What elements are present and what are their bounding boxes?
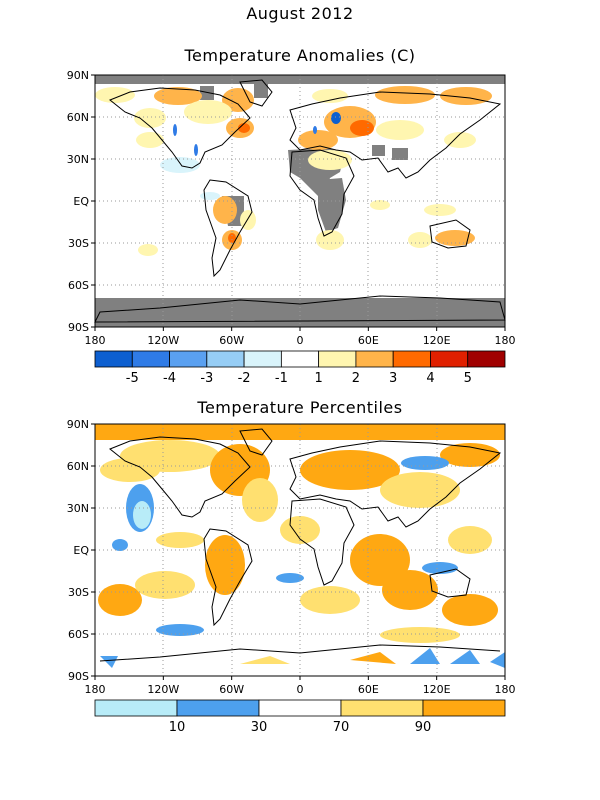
- anomaly-lon-label: 60W: [219, 334, 244, 347]
- anomaly_colorbar-label: 4: [426, 371, 434, 386]
- anomaly_colorbar-label: -2: [238, 371, 251, 386]
- anomaly-lat-label: 90N: [67, 69, 89, 82]
- anomaly-lon-label: 120W: [147, 334, 179, 347]
- anomaly_colorbar-swatch: [467, 350, 506, 368]
- anomaly_colorbar-swatch: [355, 350, 394, 368]
- percentile-lat-label: 90S: [68, 670, 89, 683]
- anomaly_colorbar-swatch: [206, 350, 245, 368]
- anomaly-lat-label: 60S: [68, 279, 89, 292]
- missing-asia-2: [392, 148, 408, 160]
- anomaly-lon-label: 180: [85, 334, 106, 347]
- percentile-lat-label: 60S: [68, 628, 89, 641]
- anomaly_colorbar-label: -5: [126, 371, 139, 386]
- anomaly_colorbar-label: -1: [275, 371, 288, 386]
- percentile_colorbar-label: 90: [415, 720, 432, 735]
- anomaly-lat-label: EQ: [73, 195, 89, 208]
- anomaly_colorbar-swatch: [280, 350, 320, 368]
- title-anomalies: Temperature Anomalies (C): [184, 46, 416, 65]
- percentile_colorbar-label: 30: [251, 720, 268, 735]
- anomaly-gridlines: [95, 75, 505, 327]
- anomaly_colorbar-swatch: [169, 350, 208, 368]
- anomaly-colorbar: -5 -4 -3 -2 -1 1 2 3 4 5: [94, 350, 506, 386]
- percentile-lon-label: 0: [297, 683, 304, 696]
- percentile-lat-label: 90N: [67, 418, 89, 431]
- anomaly-lat-label: 60N: [67, 111, 89, 124]
- percentile-coastlines: [99, 428, 502, 662]
- percentile-lon-label: 60E: [358, 683, 379, 696]
- anomaly_colorbar-swatch: [131, 350, 170, 368]
- title-month: August 2012: [246, 4, 354, 23]
- anomaly_colorbar-label: -4: [163, 371, 176, 386]
- title-percentiles: Temperature Percentiles: [197, 398, 403, 417]
- anomaly_colorbar-swatch: [94, 350, 133, 368]
- percentile-gridlines: [95, 424, 505, 676]
- anomaly_colorbar-swatch: [318, 350, 357, 368]
- anomaly-lat-label: 90S: [68, 321, 89, 334]
- anomaly_colorbar-swatch: [430, 350, 469, 368]
- percentile-colorbar: 10 30 70 90: [94, 699, 506, 735]
- anomaly_colorbar-label: -3: [200, 371, 213, 386]
- missing-greenland: [254, 84, 268, 98]
- anomaly_colorbar-swatch: [243, 350, 282, 368]
- percentile_colorbar-label: 10: [169, 720, 186, 735]
- percentile-lat-label: 30N: [67, 502, 89, 515]
- percentile_colorbar-swatch: [340, 699, 424, 717]
- anomaly_colorbar-label: 2: [352, 371, 360, 386]
- anomaly-lon-label: 180: [495, 334, 516, 347]
- missing-arctic-canada: [200, 86, 214, 100]
- percentile-lon-label: 180: [495, 683, 516, 696]
- anomaly_colorbar-label: 1: [314, 371, 322, 386]
- anomaly-lon-label: 0: [297, 334, 304, 347]
- percentile_colorbar-swatch: [94, 699, 178, 717]
- percentile-lon-label: 120E: [423, 683, 451, 696]
- percentile-lat-label: 30S: [68, 586, 89, 599]
- anomaly-lat-label: 30S: [68, 237, 89, 250]
- anomaly_colorbar-label: 5: [464, 371, 472, 386]
- missing-antarctic: [95, 298, 505, 327]
- percentile-lon-label: 120W: [147, 683, 179, 696]
- anomaly-lon-label: 60E: [358, 334, 379, 347]
- anomaly_colorbar-swatch: [392, 350, 431, 368]
- percentile_colorbar-swatch: [258, 699, 342, 717]
- anomaly-map: 180 120W 60W 0 60E 120E 180 90N 60N 30N EQ 30S 60S 90…: [67, 69, 516, 347]
- anomaly-lon-label: 120E: [423, 334, 451, 347]
- percentile-lat-label: EQ: [73, 544, 89, 557]
- percentile-lat-label: 60N: [67, 460, 89, 473]
- percentile_colorbar-label: 70: [333, 720, 350, 735]
- percentile_colorbar-swatch: [176, 699, 260, 717]
- percentile-lon-label: 60W: [219, 683, 244, 696]
- percentile_colorbar-swatch: [422, 699, 506, 717]
- percentile-map: 180 120W 60W 0 60E 120E 180 90N 60N 30N EQ 30S 60S 90…: [67, 418, 516, 696]
- anomaly_colorbar-label: 3: [389, 371, 397, 386]
- anomaly-lat-label: 30N: [67, 153, 89, 166]
- missing-asia-1: [372, 145, 385, 156]
- percentile-lon-label: 180: [85, 683, 106, 696]
- anomaly-coastlines: [94, 79, 506, 323]
